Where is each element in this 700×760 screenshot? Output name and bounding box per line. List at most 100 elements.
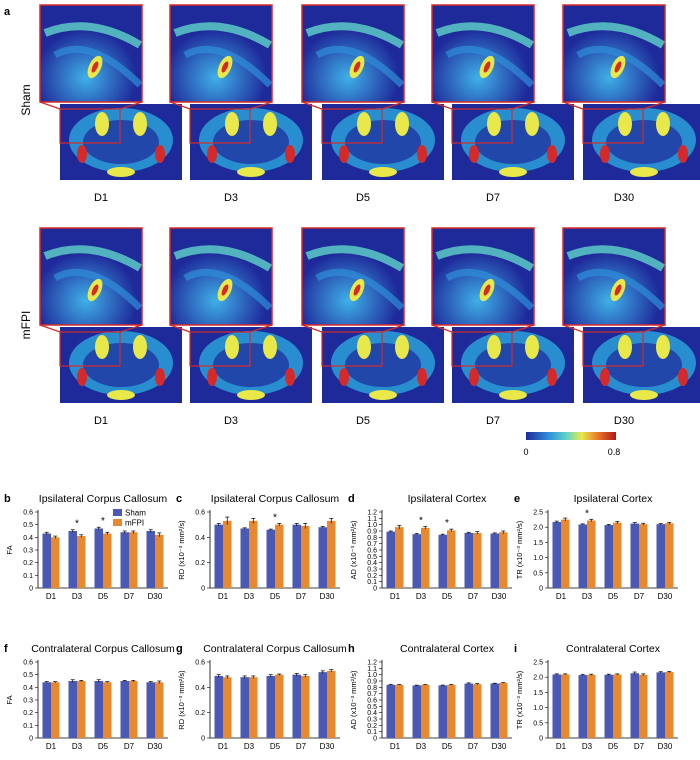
x-tick-label: D1 xyxy=(390,592,401,601)
zoom-tract-2 xyxy=(53,268,143,311)
brain-slice-hotspot-left xyxy=(618,112,632,136)
row-label-mfpi: mFPI xyxy=(19,311,33,340)
panel-letter: f xyxy=(4,643,8,655)
zoom-connector-right xyxy=(642,324,666,333)
y-tick-label: 1.0 xyxy=(367,672,377,679)
significance-star: * xyxy=(75,519,79,530)
brain-cell-mfpi-d5: D5 xyxy=(301,227,444,427)
bar-sham-d30 xyxy=(656,524,665,588)
bar-mfpi-d3 xyxy=(249,677,258,738)
y-tick-label: 1.5 xyxy=(533,540,543,547)
bar-sham-d1 xyxy=(42,533,51,588)
zoom-connector-left xyxy=(301,324,323,333)
y-tick-label: 0.2 xyxy=(23,560,33,567)
zoom-tract-2 xyxy=(576,268,666,311)
day-label: D30 xyxy=(614,415,634,427)
y-tick-label: 0 xyxy=(29,586,33,593)
bar-sham-d7 xyxy=(464,683,473,738)
x-tick-label: D3 xyxy=(244,592,255,601)
colorbar-max-label: 0.8 xyxy=(608,447,621,457)
x-tick-label: D30 xyxy=(320,742,335,751)
y-tick-label: 0.5 xyxy=(533,720,543,727)
y-tick-label: 0.4 xyxy=(367,710,377,717)
y-tick-label: 0.5 xyxy=(23,522,33,529)
zoom-tract-2 xyxy=(53,45,143,88)
brain-slice-hotspot-right xyxy=(656,335,670,359)
y-tick-label: 0.5 xyxy=(23,672,33,679)
chart-panel-g: g Contralateral Corpus Callosum 0 0.2 0.4 0.6… xyxy=(176,643,347,751)
bar-sham-d5 xyxy=(94,681,103,738)
bar-sham-d5 xyxy=(438,534,447,588)
y-tick-label: 2.5 xyxy=(533,660,543,667)
y-tick-label: 0.3 xyxy=(23,698,33,705)
day-label: D5 xyxy=(356,415,370,427)
y-tick-label: 0.2 xyxy=(195,560,205,567)
x-tick-label: D30 xyxy=(492,592,507,601)
bar-sham-d1 xyxy=(386,684,395,738)
brain-selection-box xyxy=(451,108,513,144)
zoom-tract-2 xyxy=(183,45,273,88)
bar-sham-d3 xyxy=(578,524,587,588)
x-tick-label: D1 xyxy=(556,592,567,601)
bar-mfpi-d30 xyxy=(327,520,336,588)
y-tick-label: 0 xyxy=(201,736,205,743)
x-tick-label: D7 xyxy=(634,592,645,601)
significance-star: * xyxy=(419,516,423,527)
day-label: D5 xyxy=(356,192,370,204)
y-tick-label: 0.4 xyxy=(195,535,205,542)
panel-letter: i xyxy=(514,643,517,655)
bar-sham-d1 xyxy=(214,675,223,738)
brain-slice-inner xyxy=(83,343,159,387)
brain-image-grid: D1 D3 D5 D7 D30 D1 D3 D5 D7 D30 xyxy=(39,4,700,427)
zoom-connector-left xyxy=(169,101,191,110)
y-tick-label: 0 xyxy=(201,586,205,593)
bar-mfpi-d5 xyxy=(103,682,112,738)
y-tick-label: 0.6 xyxy=(367,548,377,555)
y-tick-label: 0.4 xyxy=(367,560,377,567)
bar-sham-d1 xyxy=(552,674,561,738)
bar-mfpi-d1 xyxy=(51,682,60,738)
x-tick-label: D5 xyxy=(270,592,281,601)
bar-mfpi-d3 xyxy=(421,684,430,738)
x-tick-label: D3 xyxy=(582,592,593,601)
y-tick-label: 1.0 xyxy=(533,705,543,712)
bar-sham-d30 xyxy=(490,533,499,588)
brain-cell-mfpi-d30: D30 xyxy=(562,227,700,427)
x-tick-label: D1 xyxy=(556,742,567,751)
y-tick-label: 0 xyxy=(373,586,377,593)
bar-sham-d3 xyxy=(412,685,421,738)
brain-slice-hotspot-left xyxy=(357,335,371,359)
panel-letter: c xyxy=(176,493,182,505)
x-tick-label: D30 xyxy=(148,742,163,751)
panel-letter: b xyxy=(4,493,11,505)
zoom-connector-left xyxy=(169,324,191,333)
zoom-hotspot-core xyxy=(221,284,229,296)
zoom-connector-right xyxy=(119,101,143,110)
y-axis-label: FA xyxy=(5,545,14,554)
x-tick-label: D30 xyxy=(148,592,163,601)
brain-cell-sham-d7: D7 xyxy=(431,4,574,204)
y-tick-label: 0.5 xyxy=(533,570,543,577)
y-tick-label: 2.0 xyxy=(533,675,543,682)
x-tick-label: D1 xyxy=(218,592,229,601)
bar-mfpi-d5 xyxy=(275,674,284,738)
day-label: D3 xyxy=(224,192,238,204)
brain-slice-hotspot-base xyxy=(107,390,135,400)
chart-title: Contralateral Corpus Callosum xyxy=(31,643,175,655)
x-tick-label: D5 xyxy=(608,742,619,751)
brain-selection-box xyxy=(321,108,383,144)
zoom-connector-left xyxy=(562,101,584,110)
y-tick-label: 2.0 xyxy=(533,525,543,532)
zoom-tract xyxy=(435,245,535,272)
bar-mfpi-d7 xyxy=(129,532,138,588)
x-tick-label: D30 xyxy=(492,742,507,751)
y-axis-label: FA xyxy=(5,695,14,704)
zoom-connector-left xyxy=(301,101,323,110)
brain-slice-hotspot-right xyxy=(525,335,539,359)
bar-sham-d30 xyxy=(318,527,327,588)
x-tick-label: D3 xyxy=(72,592,83,601)
legend-label-sham: Sham xyxy=(125,509,146,518)
colorbar: 0 0.8 xyxy=(523,432,620,457)
chart-panel-c: c Ipsilateral Corpus Callosum 0 0.2 0.4 0.6 RD… xyxy=(113,493,340,601)
